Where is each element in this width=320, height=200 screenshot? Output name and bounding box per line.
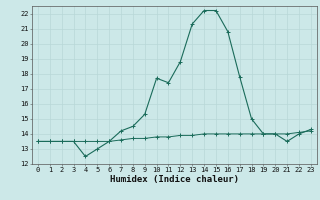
- X-axis label: Humidex (Indice chaleur): Humidex (Indice chaleur): [110, 175, 239, 184]
